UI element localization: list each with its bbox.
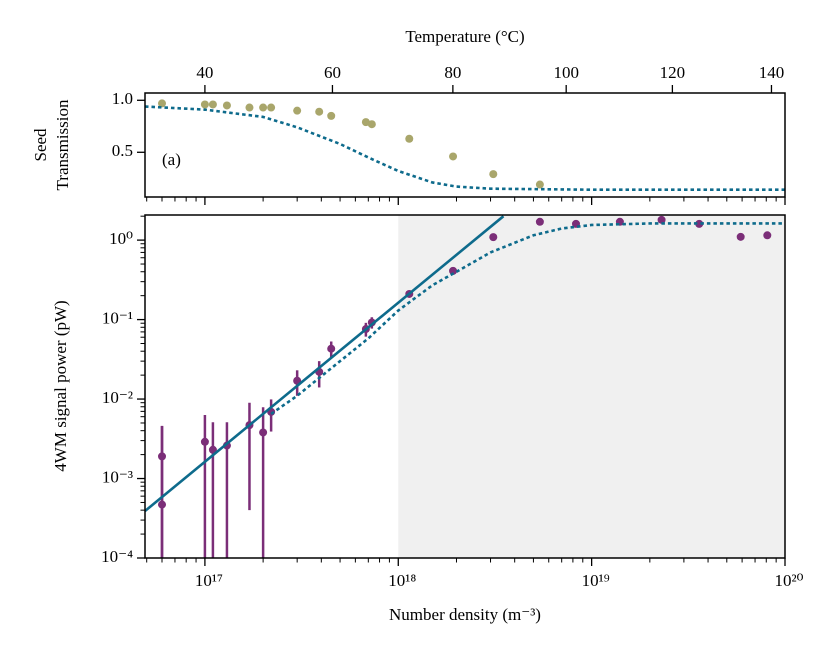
point [245, 103, 254, 112]
point [200, 100, 209, 109]
y-tick-label: 1.0 [112, 89, 133, 108]
shaded-region [398, 215, 785, 558]
point [657, 215, 666, 224]
plot-area [145, 215, 785, 558]
panel-annotation: (a) [162, 150, 181, 169]
top-tick-label: 80 [444, 63, 461, 82]
y-tick-label: 0.5 [112, 141, 133, 160]
axes-frame [144, 214, 786, 559]
point [158, 500, 167, 509]
y-tick-label: 10⁻² [102, 388, 133, 407]
point [315, 107, 324, 116]
point [327, 344, 336, 353]
line [145, 105, 785, 192]
point [222, 101, 231, 110]
line [270, 222, 785, 415]
point [736, 232, 745, 241]
plot-area [145, 99, 785, 192]
point [535, 217, 544, 226]
point [259, 428, 268, 437]
top-tick-label: 120 [660, 63, 686, 82]
point [208, 445, 217, 454]
point [293, 106, 302, 115]
point [695, 219, 704, 228]
y-axis-label: 4WM signal power (pW) [51, 300, 70, 471]
point [535, 180, 544, 189]
point [259, 103, 268, 112]
point [200, 437, 209, 446]
x-tick-label: 10¹⁹ [582, 571, 610, 590]
point [327, 111, 336, 120]
line [145, 215, 505, 513]
y-tick-label: 10⁻³ [102, 467, 133, 486]
top-tick-label: 60 [324, 63, 341, 82]
point [267, 103, 276, 112]
point [449, 152, 458, 161]
top-tick-label: 140 [759, 63, 785, 82]
point [405, 134, 414, 143]
y-axis-label: Transmission [53, 99, 72, 191]
top-tick-label: 40 [196, 63, 213, 82]
y-tick-label: 10⁰ [109, 229, 133, 248]
point [208, 100, 217, 109]
y-tick-label: 10⁻⁴ [101, 547, 133, 566]
axes-frame [144, 92, 786, 198]
top-axis-label: Temperature (°C) [405, 27, 524, 46]
point [367, 120, 376, 129]
x-tick-label: 10¹⁸ [388, 571, 416, 590]
point [489, 233, 498, 242]
y-tick-label: 10⁻¹ [102, 308, 133, 327]
point [489, 170, 498, 179]
y-axis-label: Seed [31, 128, 50, 162]
point [449, 266, 458, 275]
point [158, 99, 167, 108]
x-tick-label: 10²⁰ [775, 571, 804, 590]
x-tick-label: 10¹⁷ [195, 571, 223, 590]
x-axis-label: Number density (m⁻³) [389, 605, 541, 624]
top-tick-label: 100 [553, 63, 579, 82]
point [763, 231, 772, 240]
